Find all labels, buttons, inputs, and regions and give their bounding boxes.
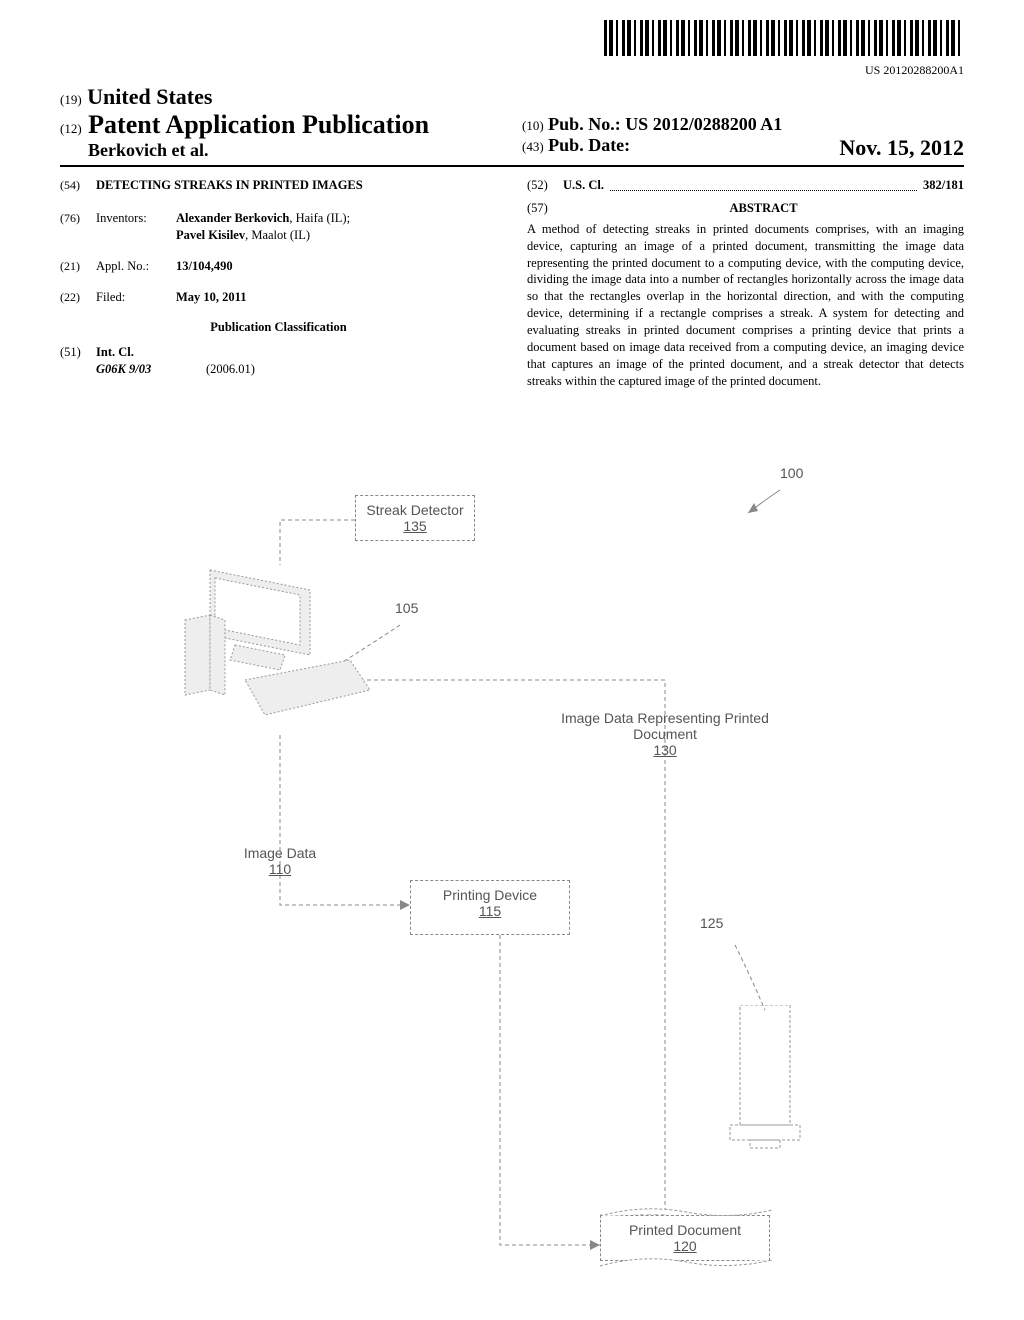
- wave-top-icon: [600, 1206, 772, 1218]
- printing-device-label: Printing Device: [443, 887, 537, 903]
- pub-type-line: (12) Patent Application Publication: [60, 110, 502, 140]
- image-data-repr-label: Image Data Representing Printed Document…: [560, 710, 770, 758]
- body-columns: (54) DETECTING STREAKS IN PRINTED IMAGES…: [60, 177, 964, 390]
- image-data-label: Image Data 110: [220, 845, 340, 877]
- image-data-text: Image Data: [244, 845, 316, 861]
- appl-no: 13/104,490: [176, 258, 497, 275]
- ref-115: 115: [419, 903, 561, 919]
- pub-no: US 2012/0288200 A1: [625, 114, 782, 134]
- pub-no-line: (10) Pub. No.: US 2012/0288200 A1: [522, 114, 964, 135]
- ref-125: 125: [700, 915, 723, 931]
- country: United States: [87, 84, 212, 109]
- author-line: Berkovich et al.: [60, 140, 502, 161]
- ref-105: 105: [395, 600, 418, 616]
- abstract-text: A method of detecting streaks in printed…: [527, 221, 964, 390]
- inventor2-loc: , Maalot (IL): [245, 228, 310, 242]
- intcl-label: Int. Cl.: [96, 344, 134, 361]
- pub-no-label: Pub. No.:: [548, 114, 621, 134]
- code-51: (51): [60, 344, 96, 361]
- header-left: (19) United States (12) Patent Applicati…: [60, 84, 502, 161]
- ref-120: 120: [609, 1238, 761, 1254]
- code-52: (52): [527, 177, 563, 194]
- uscl-row: (52) U.S. Cl. 382/181: [527, 177, 964, 194]
- left-column: (54) DETECTING STREAKS IN PRINTED IMAGES…: [60, 177, 497, 390]
- title-row: (54) DETECTING STREAKS IN PRINTED IMAGES: [60, 177, 497, 194]
- inventors-row: (76) Inventors: Alexander Berkovich, Hai…: [60, 210, 497, 244]
- code-76: (76): [60, 210, 96, 244]
- abstract-head: (57) ABSTRACT: [527, 200, 964, 217]
- code-12: (12): [60, 121, 82, 136]
- inventor1-loc: , Haifa (IL);: [289, 211, 350, 225]
- barcode: [604, 20, 964, 56]
- wave-bottom-icon: [600, 1258, 772, 1270]
- filed-date: May 10, 2011: [176, 289, 497, 306]
- image-data-repr-text: Image Data Representing Printed Document: [561, 710, 769, 742]
- code-21: (21): [60, 258, 96, 275]
- printed-document-label: Printed Document: [629, 1222, 741, 1238]
- filed-label: Filed:: [96, 289, 176, 306]
- inventors-label: Inventors:: [96, 210, 176, 244]
- intcl-item: G06K 9/03 (2006.01): [96, 361, 497, 378]
- code-10: (10): [522, 118, 544, 133]
- intcl-list: G06K 9/03 (2006.01): [60, 361, 497, 378]
- intcl-row: (51) Int. Cl.: [60, 344, 497, 361]
- country-line: (19) United States: [60, 84, 502, 110]
- intcl-class: G06K 9/03: [96, 361, 206, 378]
- streak-detector-box: Streak Detector 135: [355, 495, 475, 541]
- code-57: (57): [527, 200, 563, 217]
- ref-135: 135: [364, 518, 466, 534]
- code-19: (19): [60, 92, 82, 107]
- printed-document-box: Printed Document 120: [600, 1215, 770, 1261]
- pub-type: Patent Application Publication: [88, 110, 429, 139]
- invention-title: DETECTING STREAKS IN PRINTED IMAGES: [96, 177, 363, 194]
- inventor2-name: Pavel Kisilev: [176, 228, 245, 242]
- pub-date-label: Pub. Date:: [548, 135, 630, 155]
- uscl-label: U.S. Cl.: [563, 177, 604, 194]
- intcl-date: (2006.01): [206, 361, 255, 378]
- classification-heading: Publication Classification: [60, 319, 497, 336]
- code-22: (22): [60, 289, 96, 306]
- uscl-dots: [610, 177, 917, 191]
- inventor1-name: Alexander Berkovich: [176, 211, 289, 225]
- streak-detector-label: Streak Detector: [366, 502, 463, 518]
- appl-label: Appl. No.:: [96, 258, 176, 275]
- pub-date: Nov. 15, 2012: [839, 135, 964, 161]
- inventors-value: Alexander Berkovich, Haifa (IL); Pavel K…: [176, 210, 497, 244]
- document-header: (19) United States (12) Patent Applicati…: [60, 84, 964, 167]
- scanner-icon: [710, 1005, 820, 1165]
- header-right: (10) Pub. No.: US 2012/0288200 A1 (43) P…: [502, 114, 964, 161]
- filed-row: (22) Filed: May 10, 2011: [60, 289, 497, 306]
- right-column: (52) U.S. Cl. 382/181 (57) ABSTRACT A me…: [527, 177, 964, 390]
- barcode-number: US 20120288200A1: [60, 63, 964, 78]
- code-43: (43): [522, 139, 544, 154]
- figure-diagram: 100 Streak Detector 135 105 Image Data 1…: [120, 455, 890, 1275]
- ref-130: 130: [653, 742, 676, 758]
- printing-device-box: Printing Device 115: [410, 880, 570, 935]
- ref-100: 100: [780, 465, 803, 481]
- ref-110: 110: [269, 861, 291, 877]
- uscl-value: 382/181: [923, 177, 964, 194]
- abstract-label: ABSTRACT: [563, 200, 964, 217]
- computer-icon: [180, 560, 380, 740]
- appl-row: (21) Appl. No.: 13/104,490: [60, 258, 497, 275]
- barcode-area: US 20120288200A1: [60, 20, 964, 78]
- code-54: (54): [60, 177, 96, 194]
- pub-date-line: (43) Pub. Date: Nov. 15, 2012: [522, 135, 964, 156]
